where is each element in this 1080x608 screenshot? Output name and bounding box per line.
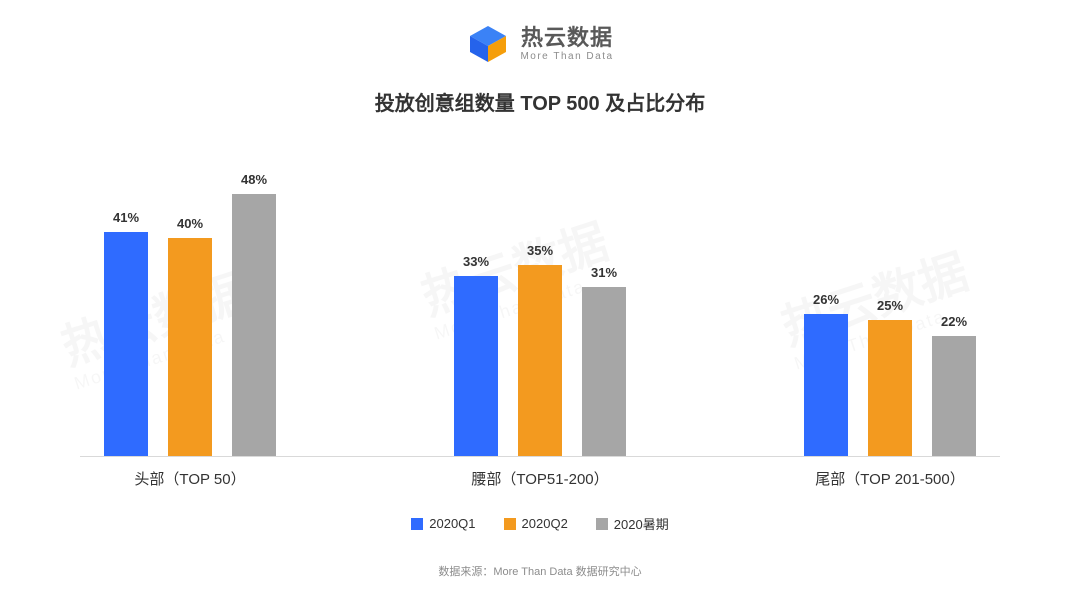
baseline (80, 456, 1000, 457)
cube-icon (466, 24, 510, 64)
bar-value-label: 26% (804, 292, 848, 307)
bar-group: 33% 35% 31% (430, 156, 650, 456)
legend-swatch (504, 518, 516, 530)
legend-item: 2020暑期 (596, 514, 669, 533)
bar-value-label: 31% (582, 265, 626, 280)
legend-item: 2020Q2 (504, 516, 568, 531)
bar: 40% (168, 238, 212, 456)
bar-value-label: 48% (232, 172, 276, 187)
legend-label: 2020暑期 (614, 514, 669, 533)
bar: 26% (804, 314, 848, 456)
bar: 25% (868, 320, 912, 456)
logo-en: More Than Data (520, 51, 613, 62)
bar-value-label: 22% (932, 314, 976, 329)
bar: 48% (232, 194, 276, 456)
chart-title: 投放创意组数量 TOP 500 及占比分布 (0, 87, 1080, 116)
legend: 2020Q1 2020Q2 2020暑期 (0, 514, 1080, 533)
bar-group: 26% 25% 22% (780, 156, 1000, 456)
category-label: 尾部（TOP 201-500） (780, 468, 1000, 489)
plot: 41% 40% 48% 33% 35% 31% 26% 25% 22% (80, 156, 1000, 456)
logo-cn: 热云数据 (520, 26, 613, 50)
category-label: 腰部（TOP51-200） (430, 468, 650, 489)
legend-swatch (411, 518, 423, 530)
bar-value-label: 35% (518, 243, 562, 258)
bar: 31% (582, 287, 626, 456)
bar-value-label: 25% (868, 298, 912, 313)
bar-value-label: 33% (454, 254, 498, 269)
source-line: 数据来源：More Than Data 数据研究中心 (0, 563, 1080, 579)
chart-area: 41% 40% 48% 33% 35% 31% 26% 25% 22% 头部（TOP 50） 腰部… (80, 156, 1000, 496)
bar-group: 41% 40% 48% (80, 156, 300, 456)
bar: 35% (518, 265, 562, 456)
legend-item: 2020Q1 (411, 516, 475, 531)
bar-value-label: 41% (104, 210, 148, 225)
legend-label: 2020Q1 (429, 516, 475, 531)
category-label: 头部（TOP 50） (80, 468, 300, 489)
logo-text: 热云数据 More Than Data (520, 26, 613, 61)
legend-label: 2020Q2 (522, 516, 568, 531)
header: 热云数据 More Than Data 投放创意组数量 TOP 500 及占比分… (0, 0, 1080, 116)
bar-value-label: 40% (168, 216, 212, 231)
bar: 22% (932, 336, 976, 456)
legend-swatch (596, 518, 608, 530)
logo: 热云数据 More Than Data (466, 24, 613, 64)
bar: 41% (104, 232, 148, 456)
bar: 33% (454, 276, 498, 456)
